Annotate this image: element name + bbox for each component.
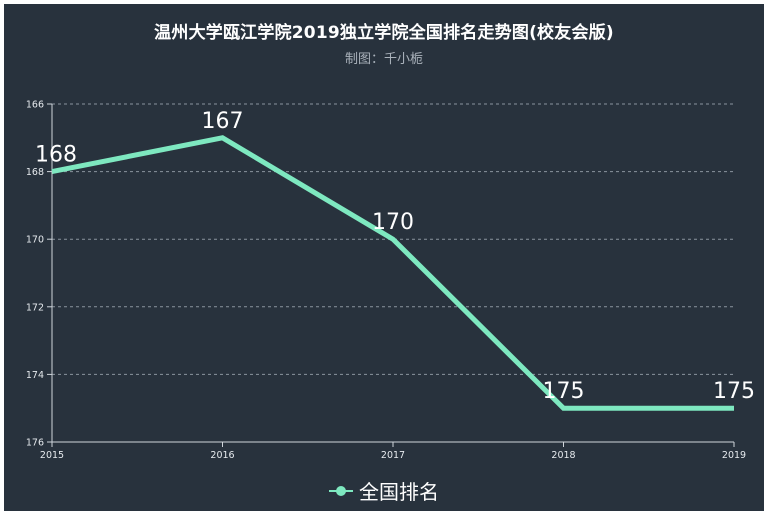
- x-axis: 2015 2016 2017 2018 2019: [40, 441, 746, 461]
- legend-line-icon: [329, 485, 353, 496]
- x-tick-label: 2019: [722, 450, 746, 461]
- y-tick-label: 176: [26, 438, 44, 449]
- data-label: 175: [713, 379, 755, 404]
- series-lines: [51, 135, 734, 411]
- y-tick-label: 166: [26, 100, 44, 111]
- x-tick-label: 2017: [381, 450, 405, 461]
- x-tick-label: 2016: [210, 450, 234, 461]
- y-tick-label: 172: [26, 302, 44, 313]
- data-label: 168: [35, 143, 77, 168]
- x-tick-label: 2015: [40, 450, 64, 461]
- data-label: 167: [202, 109, 244, 134]
- chart-panel: 温州大学瓯江学院2019独立学院全国排名走势图(校友会版) 制图：千小栀 166…: [4, 4, 764, 511]
- legend[interactable]: 全国排名: [4, 476, 764, 505]
- chart-subtitle: 制图：千小栀: [344, 52, 423, 67]
- data-label: 170: [372, 210, 414, 235]
- legend-label: 全国排名: [359, 480, 439, 504]
- y-tick-label: 168: [26, 167, 44, 178]
- series-line: [51, 135, 734, 411]
- data-label: 175: [543, 379, 585, 404]
- y-tick-label: 170: [26, 235, 44, 246]
- data-labels: 168 167 170 175 175: [35, 109, 755, 404]
- x-tick-label: 2018: [551, 450, 575, 461]
- chart-title: 温州大学瓯江学院2019独立学院全国排名走势图(校友会版): [154, 23, 614, 43]
- y-tick-label: 174: [26, 370, 44, 381]
- y-axis: 166 168 170 172 174 176: [26, 100, 53, 449]
